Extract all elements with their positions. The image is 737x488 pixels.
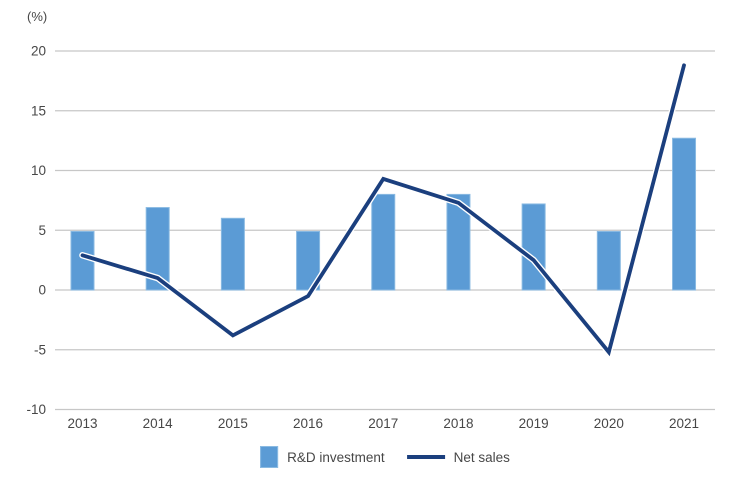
x-tick-label: 2018 bbox=[443, 416, 473, 431]
y-tick-label: -10 bbox=[26, 402, 46, 417]
y-tick-label: 15 bbox=[31, 103, 46, 118]
bar-2020 bbox=[596, 230, 621, 291]
y-axis-unit-label: (%) bbox=[27, 9, 48, 24]
legend-item-net-sales: Net sales bbox=[406, 449, 510, 465]
y-tick-label: -5 bbox=[34, 342, 46, 357]
x-tick-label: 2017 bbox=[368, 416, 398, 431]
x-tick-label: 2019 bbox=[519, 416, 549, 431]
y-tick-label: 5 bbox=[38, 223, 46, 238]
x-tick-label: 2014 bbox=[143, 416, 174, 431]
y-tick-label: 20 bbox=[31, 44, 46, 59]
y-tick-label: 0 bbox=[38, 283, 46, 298]
bar-2015 bbox=[220, 217, 245, 291]
x-tick-label: 2021 bbox=[669, 416, 699, 431]
bar-2018 bbox=[446, 193, 471, 291]
bar-2016 bbox=[296, 230, 321, 291]
x-tick-label: 2016 bbox=[293, 416, 323, 431]
net-sales-line bbox=[80, 63, 686, 357]
x-tick-label: 2015 bbox=[218, 416, 248, 431]
bar-2017 bbox=[371, 193, 396, 291]
bar-2019 bbox=[521, 203, 546, 291]
bar-series-swatch-icon bbox=[260, 446, 279, 468]
x-tick-label: 2013 bbox=[67, 416, 97, 431]
legend-item-rd-investment: R&D investment bbox=[260, 446, 385, 468]
y-tick-label: 10 bbox=[31, 163, 46, 178]
bar-2021 bbox=[672, 137, 697, 291]
bar-2014 bbox=[145, 207, 170, 291]
legend-label-rd-investment: R&D investment bbox=[287, 449, 385, 465]
x-tick-label: 2020 bbox=[594, 416, 624, 431]
line-series-swatch-icon bbox=[406, 455, 445, 459]
legend-label-net-sales: Net sales bbox=[453, 449, 510, 465]
legend: R&D investment Net sales bbox=[260, 446, 510, 468]
